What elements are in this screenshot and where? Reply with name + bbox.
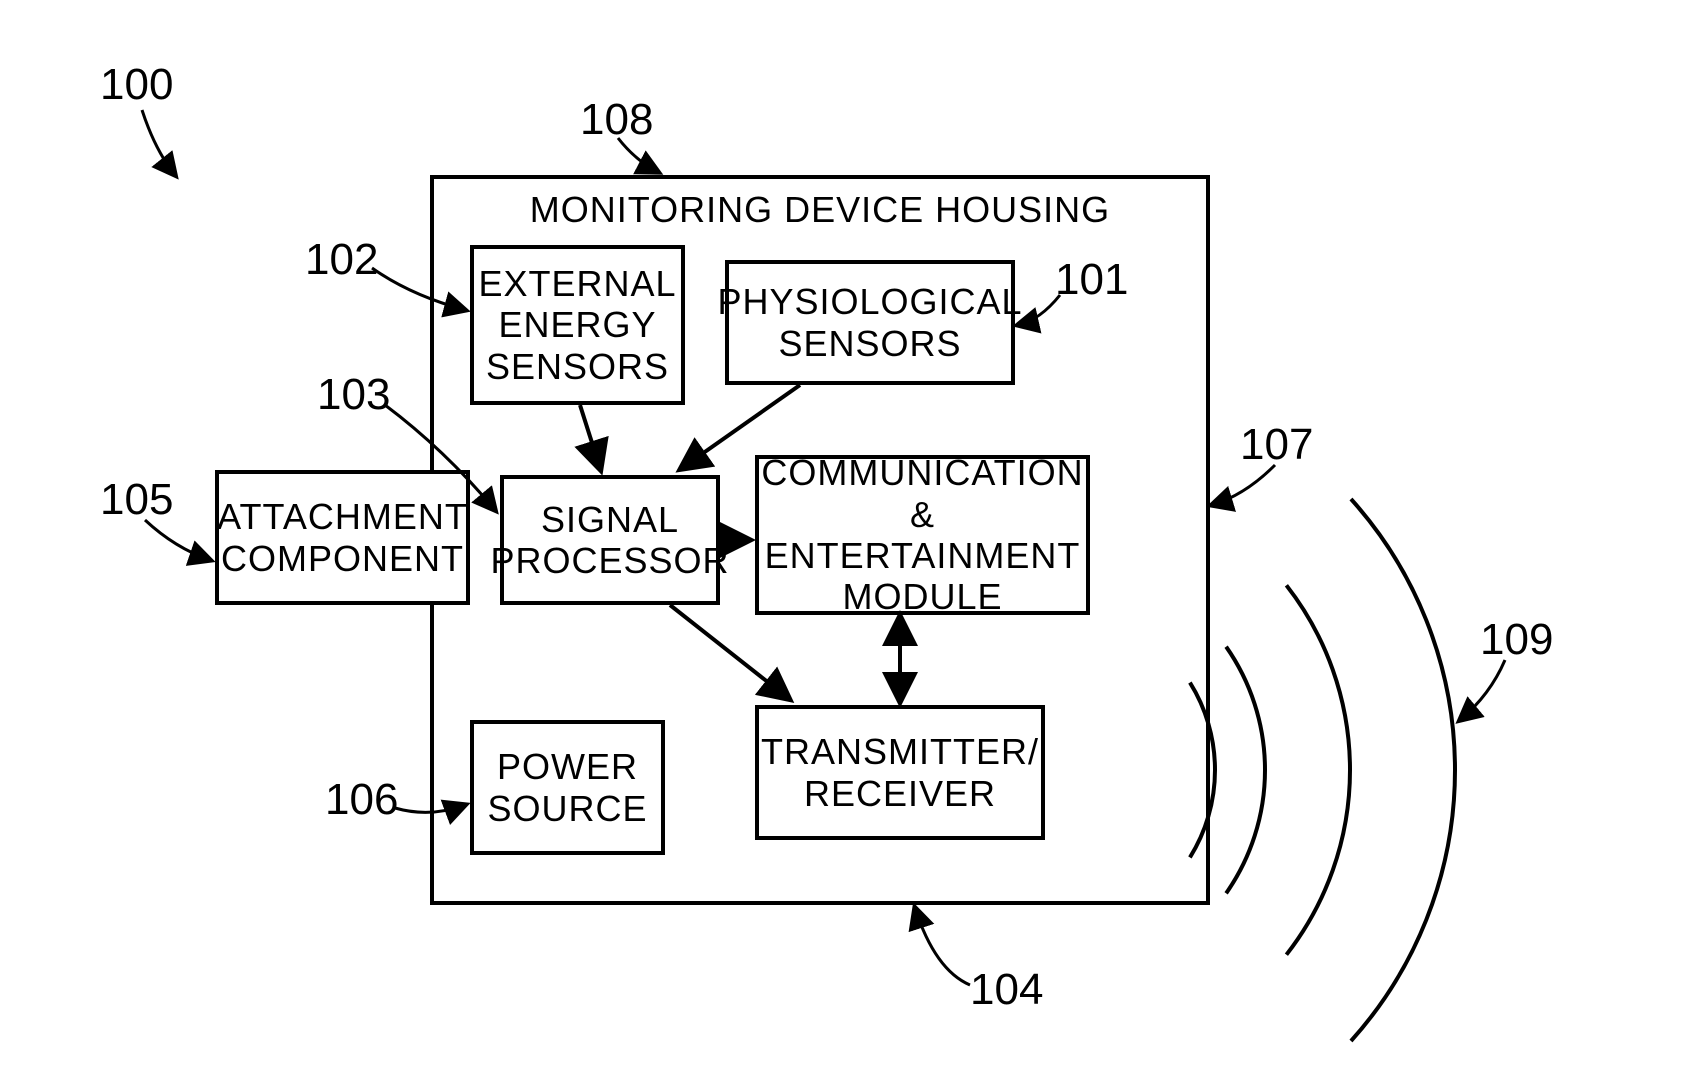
ref-106: 106 xyxy=(325,775,398,825)
box-attachment-component: ATTACHMENTCOMPONENT xyxy=(215,470,470,605)
wireless-arc xyxy=(1226,647,1265,894)
box-label: POWERSOURCE xyxy=(487,746,647,829)
lead-105 xyxy=(145,520,210,560)
box-label: COMMUNICATION &ENTERTAINMENTMODULE xyxy=(761,452,1083,618)
lead-109 xyxy=(1460,660,1505,720)
box-label: EXTERNALENERGYSENSORS xyxy=(478,263,676,387)
wireless-arc xyxy=(1351,499,1455,1041)
box-signal-processor: SIGNALPROCESSOR xyxy=(500,475,720,605)
ref-100: 100 xyxy=(100,60,173,110)
box-external-energy-sensors: EXTERNALENERGYSENSORS xyxy=(470,245,685,405)
ref-109: 109 xyxy=(1480,615,1553,665)
ref-101: 101 xyxy=(1055,255,1128,305)
ref-103: 103 xyxy=(317,370,390,420)
box-label: ATTACHMENTCOMPONENT xyxy=(217,496,468,579)
ref-107: 107 xyxy=(1240,420,1313,470)
ref-108: 108 xyxy=(580,95,653,145)
ref-102: 102 xyxy=(305,235,378,285)
lead-107 xyxy=(1212,465,1275,505)
box-label: SIGNALPROCESSOR xyxy=(490,499,729,582)
lead-100 xyxy=(142,110,175,175)
box-label: TRANSMITTER/RECEIVER xyxy=(761,731,1039,814)
wireless-arcs xyxy=(1190,499,1455,1041)
wireless-arc xyxy=(1286,585,1350,954)
box-transmitter-receiver: TRANSMITTER/RECEIVER xyxy=(755,705,1045,840)
ref-104: 104 xyxy=(970,965,1043,1015)
box-communication-entertainment: COMMUNICATION &ENTERTAINMENTMODULE xyxy=(755,455,1090,615)
lead-104 xyxy=(915,908,970,985)
box-power-source: POWERSOURCE xyxy=(470,720,665,855)
ref-105: 105 xyxy=(100,475,173,525)
block-diagram: MONITORING DEVICE HOUSING EXTERNALENERGY… xyxy=(0,0,1697,1090)
box-label: PHYSIOLOGICALSENSORS xyxy=(717,281,1022,364)
box-physiological-sensors: PHYSIOLOGICALSENSORS xyxy=(725,260,1015,385)
housing-title: MONITORING DEVICE HOUSING xyxy=(434,189,1206,231)
